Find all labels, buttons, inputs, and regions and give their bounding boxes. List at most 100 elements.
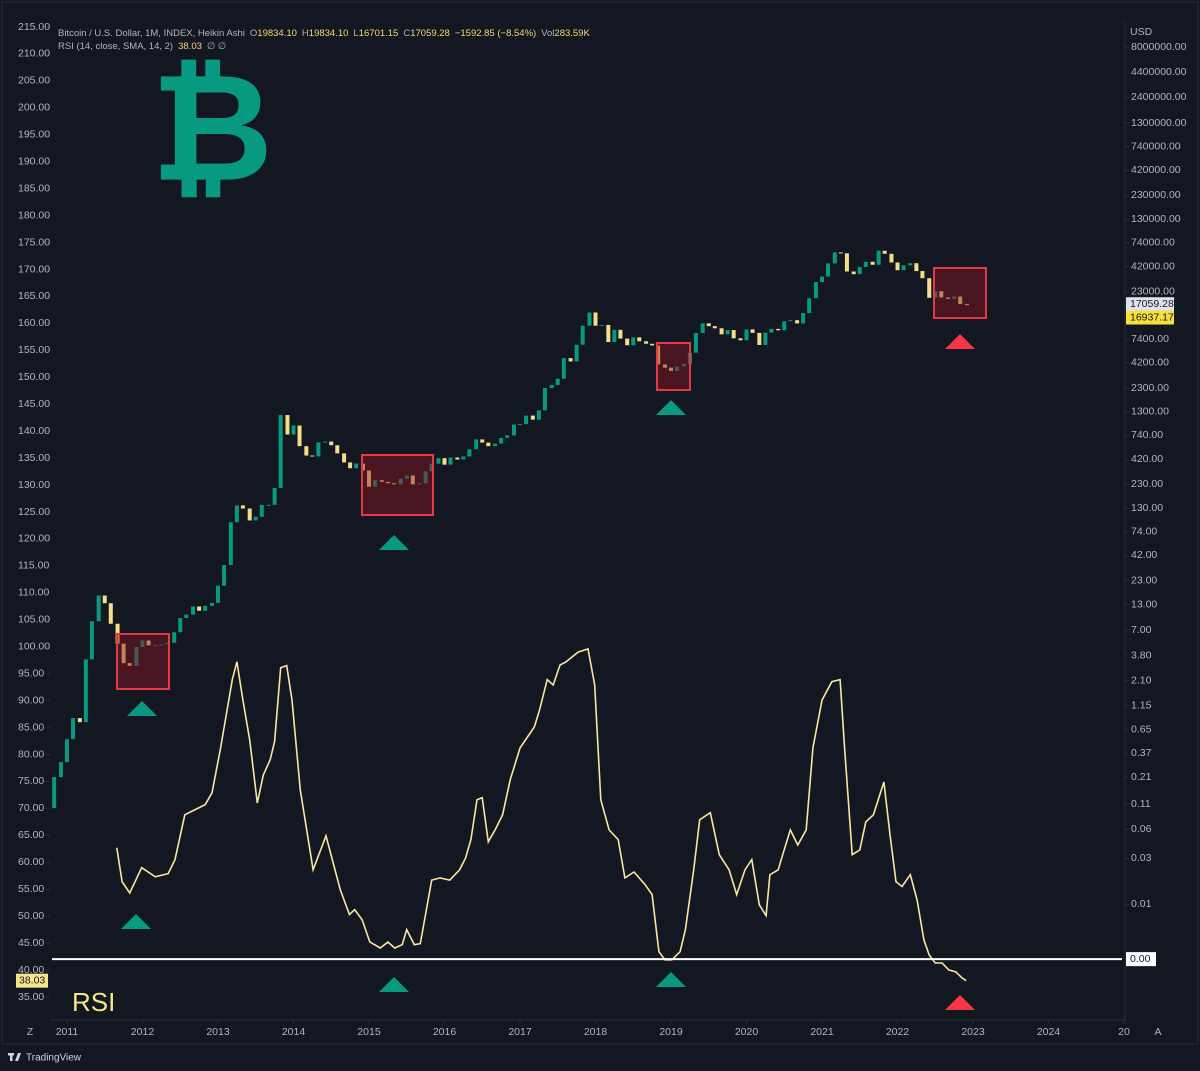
- highlight-box: [933, 267, 987, 319]
- candle: [379, 480, 384, 482]
- y-tick-label: 205.00: [18, 75, 50, 87]
- x-tick-label: 2014: [282, 1026, 306, 1038]
- candle: [354, 463, 359, 469]
- bitcoin-logo: ₿: [151, 44, 273, 212]
- y2-tick-label: 0.37: [1131, 747, 1152, 759]
- candle: [568, 358, 573, 362]
- candle: [656, 345, 661, 365]
- y-tick-label: 175.00: [18, 236, 50, 248]
- candle: [121, 643, 126, 664]
- field-value: −1592.85 (−8.54%): [455, 28, 536, 39]
- candle: [140, 640, 145, 648]
- candle: [102, 595, 107, 604]
- rsi-badge-label: 38.03: [19, 974, 45, 986]
- y-tick-label: 135.00: [18, 452, 50, 464]
- y2-tick-label: 8000000.00: [1131, 41, 1187, 53]
- logo-part: [10, 1053, 13, 1061]
- down-marker: [945, 995, 975, 1010]
- candle: [807, 298, 812, 314]
- x-tick-label: 2012: [131, 1026, 155, 1038]
- y-tick-label: 60.00: [18, 856, 44, 868]
- x-tick-label: 2017: [508, 1026, 532, 1038]
- x-tick-label: 2013: [206, 1026, 230, 1038]
- y-tick-label: 115.00: [18, 560, 49, 572]
- candle: [631, 337, 636, 346]
- candle: [801, 313, 806, 324]
- price-badge: [1126, 310, 1174, 325]
- candle: [612, 329, 617, 343]
- candle: [738, 338, 743, 341]
- candle: [870, 261, 875, 265]
- indicator-flags: ∅ ∅: [207, 41, 226, 52]
- y2-tick-label: 2.10: [1131, 675, 1152, 687]
- highlight-box: [361, 454, 434, 516]
- candle: [882, 250, 887, 254]
- y-tick-label: 195.00: [18, 129, 50, 141]
- candle: [750, 329, 755, 333]
- x-tick-label: 2016: [433, 1026, 457, 1038]
- y2-tick-label: 13.00: [1131, 598, 1157, 610]
- candle: [228, 522, 233, 566]
- candle: [511, 424, 516, 436]
- candle: [826, 263, 831, 277]
- candle: [58, 762, 63, 778]
- candle: [480, 439, 485, 443]
- up-marker: [656, 400, 686, 415]
- candle: [417, 483, 422, 485]
- y2-tick-label: 740.00: [1131, 429, 1163, 441]
- auto-button[interactable]: A: [1154, 1026, 1161, 1038]
- highlight-box: [116, 633, 170, 690]
- candle: [776, 328, 781, 331]
- y2-unit: USD: [1130, 26, 1153, 38]
- y-tick-label: 170.00: [18, 263, 50, 275]
- candle: [165, 642, 170, 645]
- x-tick-label: 2022: [886, 1026, 910, 1038]
- y-tick-label: 35.00: [18, 991, 44, 1003]
- candle: [285, 415, 290, 435]
- candle: [146, 640, 151, 646]
- candle: [253, 516, 258, 521]
- candle: [719, 328, 724, 335]
- y-tick-label: 80.00: [18, 748, 44, 760]
- y2-tick-label: 740000.00: [1131, 140, 1181, 152]
- hline-badge: [1126, 952, 1156, 967]
- y-tick-label: 65.00: [18, 829, 44, 841]
- candle: [461, 456, 466, 460]
- candle: [675, 366, 680, 371]
- candle: [159, 644, 164, 646]
- price-label: 17059.28: [1130, 298, 1174, 310]
- candle: [348, 462, 353, 469]
- y-tick-label: 190.00: [18, 156, 50, 168]
- y2-tick-label: 420.00: [1131, 453, 1163, 465]
- y2-tick-label: 130.00: [1131, 502, 1163, 514]
- y2-tick-label: 1300000.00: [1131, 117, 1187, 129]
- candle: [555, 378, 560, 385]
- y-tick-label: 215.00: [18, 21, 50, 33]
- candle: [574, 344, 579, 362]
- candle: [291, 425, 296, 435]
- y-tick-label: 105.00: [18, 614, 50, 626]
- candle: [700, 323, 705, 334]
- candle: [385, 481, 390, 484]
- candle: [278, 415, 283, 488]
- field-key: L: [353, 28, 358, 39]
- zoom-button[interactable]: Z: [27, 1026, 34, 1038]
- price-label: 16937.17: [1130, 311, 1174, 323]
- y2-tick-label: 0.65: [1131, 724, 1152, 736]
- candle: [77, 718, 82, 723]
- candle: [851, 271, 856, 275]
- candle: [89, 621, 94, 660]
- candle: [342, 453, 347, 463]
- y-tick-label: 180.00: [18, 209, 50, 221]
- candle: [272, 487, 277, 505]
- candle: [712, 326, 717, 329]
- legend-header: Bitcoin / U.S. Dollar, 1M, INDEX, Heikin…: [58, 28, 590, 39]
- candle: [436, 458, 441, 464]
- candle: [209, 602, 214, 606]
- candle: [863, 261, 868, 268]
- candle: [410, 475, 415, 485]
- candle: [191, 606, 196, 615]
- y-tick-label: 155.00: [18, 344, 50, 356]
